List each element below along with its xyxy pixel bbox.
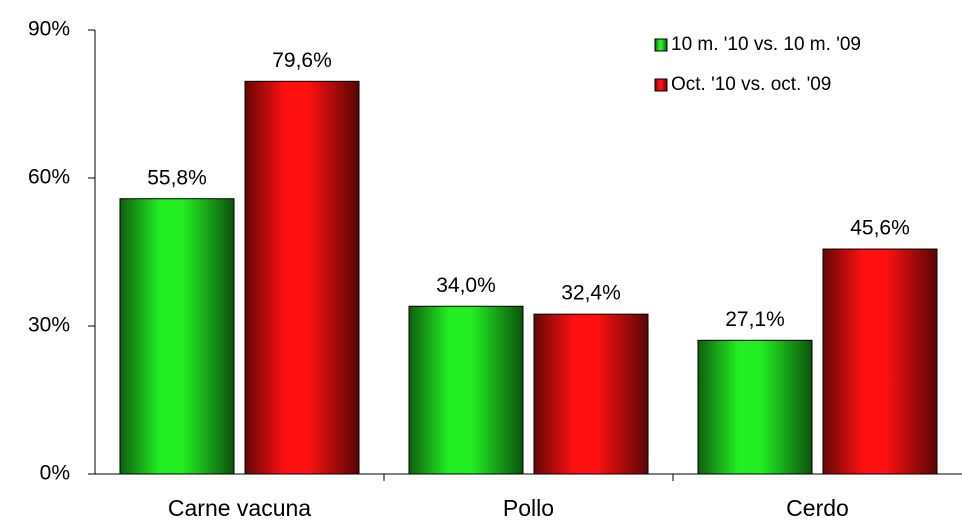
y-tick-label: 0% (40, 462, 70, 485)
legend-label: 10 m. '10 vs. 10 m. '09 (671, 34, 861, 55)
value-label: 55,8% (147, 166, 207, 189)
bar (822, 248, 938, 475)
x-tick-label: Carne vacuna (168, 495, 311, 520)
bar (119, 198, 235, 475)
legend-swatch (654, 78, 668, 92)
y-tick-label: 60% (28, 166, 70, 189)
y-tick-label: 90% (28, 18, 70, 41)
x-tick-label: Cerdo (786, 495, 849, 520)
value-label: 45,6% (850, 217, 910, 240)
value-label: 79,6% (272, 49, 332, 72)
x-tick-label: Pollo (503, 495, 554, 520)
legend-label: Oct. '10 vs. oct. '09 (671, 74, 831, 95)
bar (697, 339, 813, 475)
y-tick-label: 30% (28, 314, 70, 337)
value-label: 32,4% (561, 282, 621, 305)
bar (408, 305, 524, 475)
value-label: 34,0% (436, 274, 496, 297)
bar (244, 80, 360, 475)
legend-swatch (654, 38, 668, 52)
value-label: 27,1% (725, 308, 785, 331)
bar (533, 313, 649, 475)
